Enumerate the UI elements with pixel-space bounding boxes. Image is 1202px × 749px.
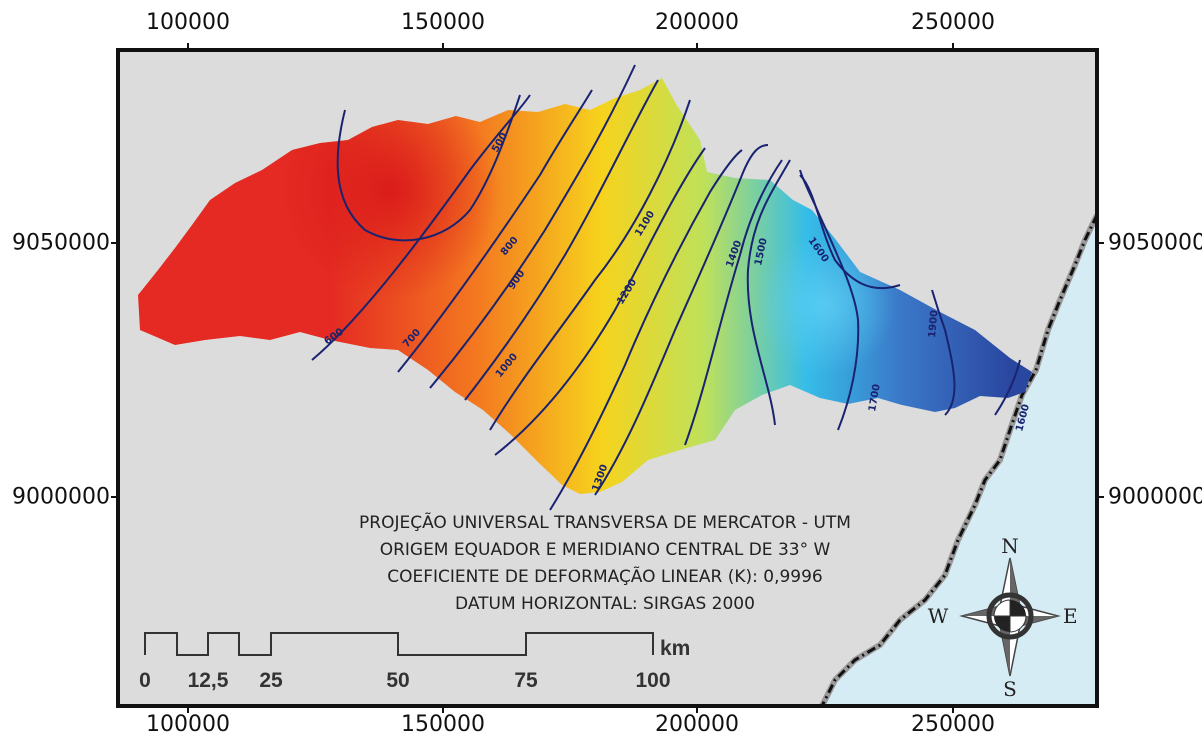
scale-label-0: 0 <box>139 669 151 692</box>
tick-marks <box>111 43 1104 713</box>
projection-line-4: DATUM HORIZONTAL: SIRGAS 2000 <box>455 594 755 614</box>
contour-1600-north <box>799 174 901 290</box>
scale-label-12-5: 12,5 <box>188 669 229 692</box>
y-tick-right-9050000: 9050000 <box>1108 230 1202 256</box>
north-arrow: N S E W <box>928 534 1078 701</box>
projection-line-3: COEFICIENTE DE DEFORMAÇÃO LINEAR (K): 0,… <box>387 567 823 587</box>
compass-w: W <box>928 604 949 628</box>
contour-label-1900: 1900 <box>927 310 940 339</box>
contour-900 <box>464 79 659 401</box>
projection-line-2: ORIGEM EQUADOR E MERIDIANO CENTRAL DE 33… <box>379 540 831 560</box>
contour-1900 <box>931 289 956 416</box>
ocean <box>822 215 1097 706</box>
compass-ring <box>986 592 1034 640</box>
x-tick-top-200000: 200000 <box>655 10 739 35</box>
contour-1300 <box>594 144 769 496</box>
x-tick-bottom-250000: 250000 <box>911 712 995 737</box>
x-tick-top-250000: 250000 <box>911 10 995 35</box>
contour-600 <box>311 94 531 361</box>
contour-1200 <box>549 149 743 511</box>
scale-label-75: 75 <box>514 669 538 692</box>
compass-e: E <box>1063 604 1078 628</box>
compass-s: S <box>1003 677 1017 701</box>
x-tick-bottom-200000: 200000 <box>655 712 739 737</box>
projection-line-1: PROJEÇÃO UNIVERSAL TRANSVERSA DE MERCATO… <box>359 513 851 533</box>
contour-500 <box>336 94 521 242</box>
compass-n: N <box>1001 534 1019 558</box>
y-tick-left-9050000: 9050000 <box>12 230 110 256</box>
contour-800 <box>429 64 636 389</box>
y-tick-right-9000000: 9000000 <box>1108 484 1202 510</box>
contour-1000 <box>489 99 691 431</box>
scale-label-100: 100 <box>635 669 670 692</box>
contour-1700 <box>799 169 860 431</box>
contour-1500 <box>746 159 791 426</box>
contour-700 <box>397 89 593 373</box>
scale-label-25: 25 <box>259 669 283 692</box>
compass-center-light <box>993 599 1027 633</box>
coastline-dashed <box>820 214 1097 706</box>
scale-bar <box>144 632 654 656</box>
contour-1800 <box>994 359 1021 416</box>
scale-bar-line <box>144 632 654 656</box>
basin-light-blue-core <box>138 78 1032 494</box>
x-tick-top-150000: 150000 <box>401 10 485 35</box>
projection-info: PROJEÇÃO UNIVERSAL TRANSVERSA DE MERCATO… <box>340 510 870 618</box>
scale-unit: km <box>660 637 690 660</box>
x-tick-bottom-150000: 150000 <box>401 712 485 737</box>
contour-lines <box>311 64 1021 511</box>
contour-1400 <box>684 159 783 446</box>
contour-label-1700: 1700 <box>867 383 883 412</box>
contour-1100 <box>494 147 706 456</box>
x-tick-bottom-100000: 100000 <box>146 712 230 737</box>
scale-label-50: 50 <box>386 669 409 692</box>
y-tick-left-9000000: 9000000 <box>12 484 110 510</box>
map-frame <box>116 48 1099 708</box>
x-tick-top-100000: 100000 <box>146 10 230 35</box>
